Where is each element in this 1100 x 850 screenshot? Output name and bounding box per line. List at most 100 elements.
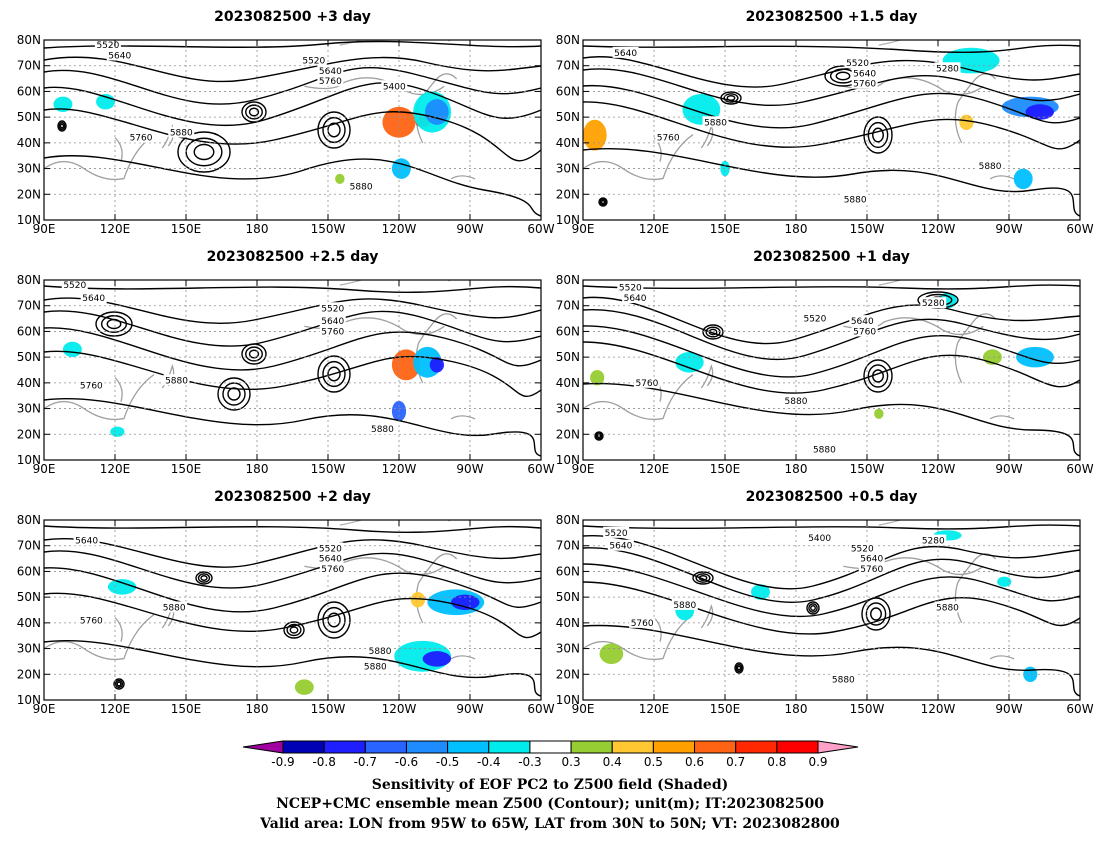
z500-contour xyxy=(44,82,541,126)
lon-tick-label: 90W xyxy=(995,222,1022,236)
panel-title: 2023082500 +1.5 day xyxy=(746,9,918,25)
z500-closed-contour xyxy=(735,663,743,673)
z500-closed-contour xyxy=(872,369,884,383)
contour-label-bg xyxy=(319,302,346,314)
sensitivity-shading xyxy=(874,408,884,419)
contour-label: 5280 xyxy=(922,537,945,547)
contour-label-bg xyxy=(842,193,869,205)
z500-closed-contour xyxy=(116,681,122,687)
z500-closed-contour xyxy=(734,662,744,674)
colorbar-upper-arrow xyxy=(817,740,859,754)
contour-label-bg xyxy=(622,292,649,303)
z500-closed-contour xyxy=(695,573,711,583)
lat-tick-label: 20N xyxy=(17,667,41,681)
map-panel: 2023082500 +2.5 day552056405520564057605… xyxy=(17,249,555,476)
lat-tick-label: 30N xyxy=(556,642,580,656)
map-panels: 2023082500 +3 day55205640552056405760540… xyxy=(17,9,1094,716)
contour-label-bg xyxy=(319,315,346,327)
contour-label: 5880 xyxy=(165,376,188,386)
contour-label-bg xyxy=(369,423,396,435)
contour-label-bg xyxy=(830,673,857,685)
z500-contour xyxy=(44,40,541,49)
contour-label: 5760 xyxy=(321,327,344,337)
sensitivity-shading xyxy=(599,643,624,664)
contour-label: 5880 xyxy=(673,601,696,611)
contour-label-bg xyxy=(851,325,878,337)
coastline-arctic xyxy=(878,280,990,286)
sensitivity-shading xyxy=(959,114,974,130)
z500-closed-contour xyxy=(245,104,263,120)
contour-label-bg xyxy=(128,131,155,143)
sensitivity-shading xyxy=(422,651,452,667)
lat-tick-label: 30N xyxy=(17,642,41,656)
contour-label-bg xyxy=(801,312,828,324)
lat-tick-label: 80N xyxy=(556,513,580,527)
contour-label-bg xyxy=(381,80,408,92)
z500-closed-contour xyxy=(286,623,302,637)
contour-label: 5760 xyxy=(860,565,883,575)
panel-frame xyxy=(582,519,1081,701)
colorbar-swatch xyxy=(488,740,531,754)
lon-tick-label: 90W xyxy=(456,702,483,716)
contour-label: 5640 xyxy=(319,555,342,565)
lon-tick-label: 90E xyxy=(572,462,595,476)
lon-tick-label: 120E xyxy=(100,462,131,476)
lon-tick-label: 120E xyxy=(639,702,670,716)
z500-contour xyxy=(583,296,1080,345)
map-panel: 2023082500 +3 day55205640552056405760540… xyxy=(17,9,555,236)
panel-title: 2023082500 +2 day xyxy=(214,489,371,505)
z500-closed-contour xyxy=(872,127,884,143)
contour-label: 5640 xyxy=(75,537,98,547)
panel-title: 2023082500 +1 day xyxy=(753,249,910,265)
lat-tick-label: 70N xyxy=(17,59,41,73)
colorbar-swatch xyxy=(529,740,572,754)
contour-label: 5880 xyxy=(350,183,373,193)
contour-label: 5520 xyxy=(302,57,325,67)
sensitivity-shading xyxy=(53,96,73,112)
colorbar-swatch xyxy=(694,740,737,754)
z500-contour xyxy=(44,155,541,217)
panel-title: 2023082500 +2.5 day xyxy=(207,249,379,265)
lon-tick-label: 150E xyxy=(710,222,741,236)
z500-closed-contour xyxy=(317,601,351,639)
contour-label-bg xyxy=(629,616,656,628)
contour-label: 5280 xyxy=(922,299,945,309)
z500-closed-contour xyxy=(810,605,816,611)
contour-label-bg xyxy=(603,526,630,538)
colorbar-swatch xyxy=(447,740,490,754)
contour-label-bg xyxy=(849,315,876,327)
colorbar-tick-label: 0.8 xyxy=(767,755,786,769)
z500-contour xyxy=(583,382,1080,457)
z500-closed-contour xyxy=(865,602,887,626)
contour-label-bg xyxy=(783,394,809,406)
lat-tick-label: 80N xyxy=(17,273,41,287)
contour-label-bg xyxy=(163,374,190,386)
colorbar-tick-label: 0.5 xyxy=(644,755,663,769)
contour-label-bg xyxy=(851,77,878,89)
caption-line-2: NCEP+CMC ensemble mean Z500 (Contour); u… xyxy=(276,796,824,812)
coastline-arctic xyxy=(878,520,990,526)
lat-tick-label: 60N xyxy=(556,84,580,98)
lon-tick-label: 90E xyxy=(33,222,56,236)
lon-tick-label: 90W xyxy=(456,462,483,476)
z500-closed-contour xyxy=(322,360,346,388)
lat-tick-label: 70N xyxy=(17,539,41,553)
contour-label-bg xyxy=(858,552,885,564)
z500-contour xyxy=(44,285,541,293)
coastline-arctic xyxy=(878,40,990,46)
z500-closed-contour xyxy=(705,326,721,338)
contour-label-bg xyxy=(319,562,346,574)
lon-tick-label: 60W xyxy=(527,462,554,476)
contour-label: 5760 xyxy=(321,565,344,575)
contour-label: 5880 xyxy=(832,675,855,685)
z500-closed-contour xyxy=(59,123,65,129)
contour-label-bg xyxy=(61,280,88,291)
z500-closed-contour xyxy=(283,621,305,639)
lon-tick-label: 180 xyxy=(785,222,808,236)
lat-tick-label: 20N xyxy=(556,667,580,681)
contour-label: 5880 xyxy=(844,195,867,205)
contour-label-bg xyxy=(671,598,698,610)
coastline-arctic xyxy=(339,520,451,526)
z500-contour xyxy=(583,101,1080,150)
lat-tick-label: 10N xyxy=(556,213,580,227)
